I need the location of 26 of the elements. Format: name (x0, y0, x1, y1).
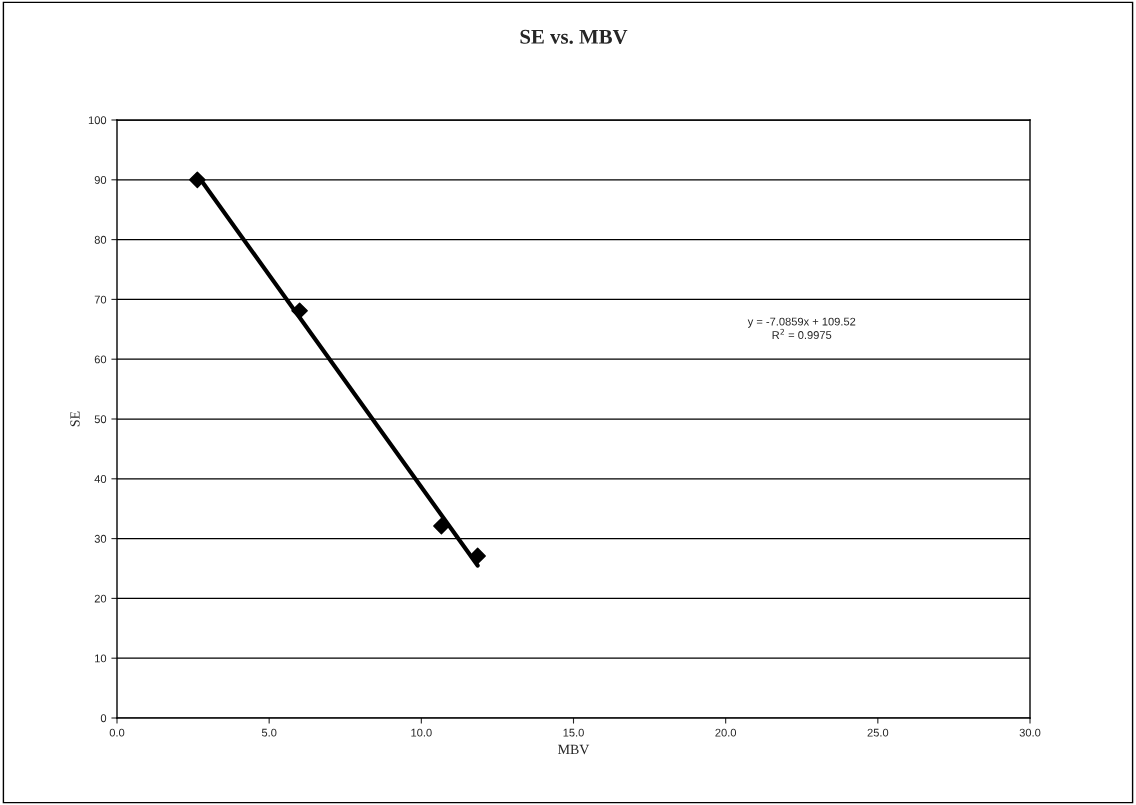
point (189, 171, 206, 189)
chart-title: SE vs. MBV (520, 29, 628, 44)
annotation: y = -7.0859x + 109.52 R$^{2}$ = 0.9975 (747, 317, 856, 339)
x-axis-title: MBV (558, 744, 590, 755)
y-tick-label: 20 (94, 594, 107, 603)
point (291, 302, 308, 320)
y-tick-label: 50 (94, 415, 107, 424)
point (469, 547, 486, 565)
y-tick-label: 70 (94, 295, 107, 304)
y-tick-label: 30 (94, 534, 107, 543)
y-tick-label: 10 (95, 654, 107, 663)
x-tick-label: 10.0 (411, 728, 432, 737)
y-tick-label: 100 (88, 116, 107, 125)
y-tick-label: 90 (94, 176, 107, 184)
x-tick-label: 30.0 (1019, 728, 1041, 737)
y-tick-label: 40 (94, 475, 107, 483)
x-tick-label: 20.0 (715, 728, 737, 737)
y-tick-label: 60 (94, 355, 107, 364)
y-tick-label: 80 (94, 235, 107, 244)
y-axis-title: SE (70, 411, 80, 427)
x-tick-label: 25.0 (867, 728, 889, 737)
point (433, 517, 450, 535)
y-tick-label: 0 (100, 714, 107, 723)
x-tick-label: 15.0 (563, 728, 584, 737)
x-tick-label: 0.0 (109, 728, 125, 737)
x-tick-label: 5.0 (261, 728, 277, 737)
